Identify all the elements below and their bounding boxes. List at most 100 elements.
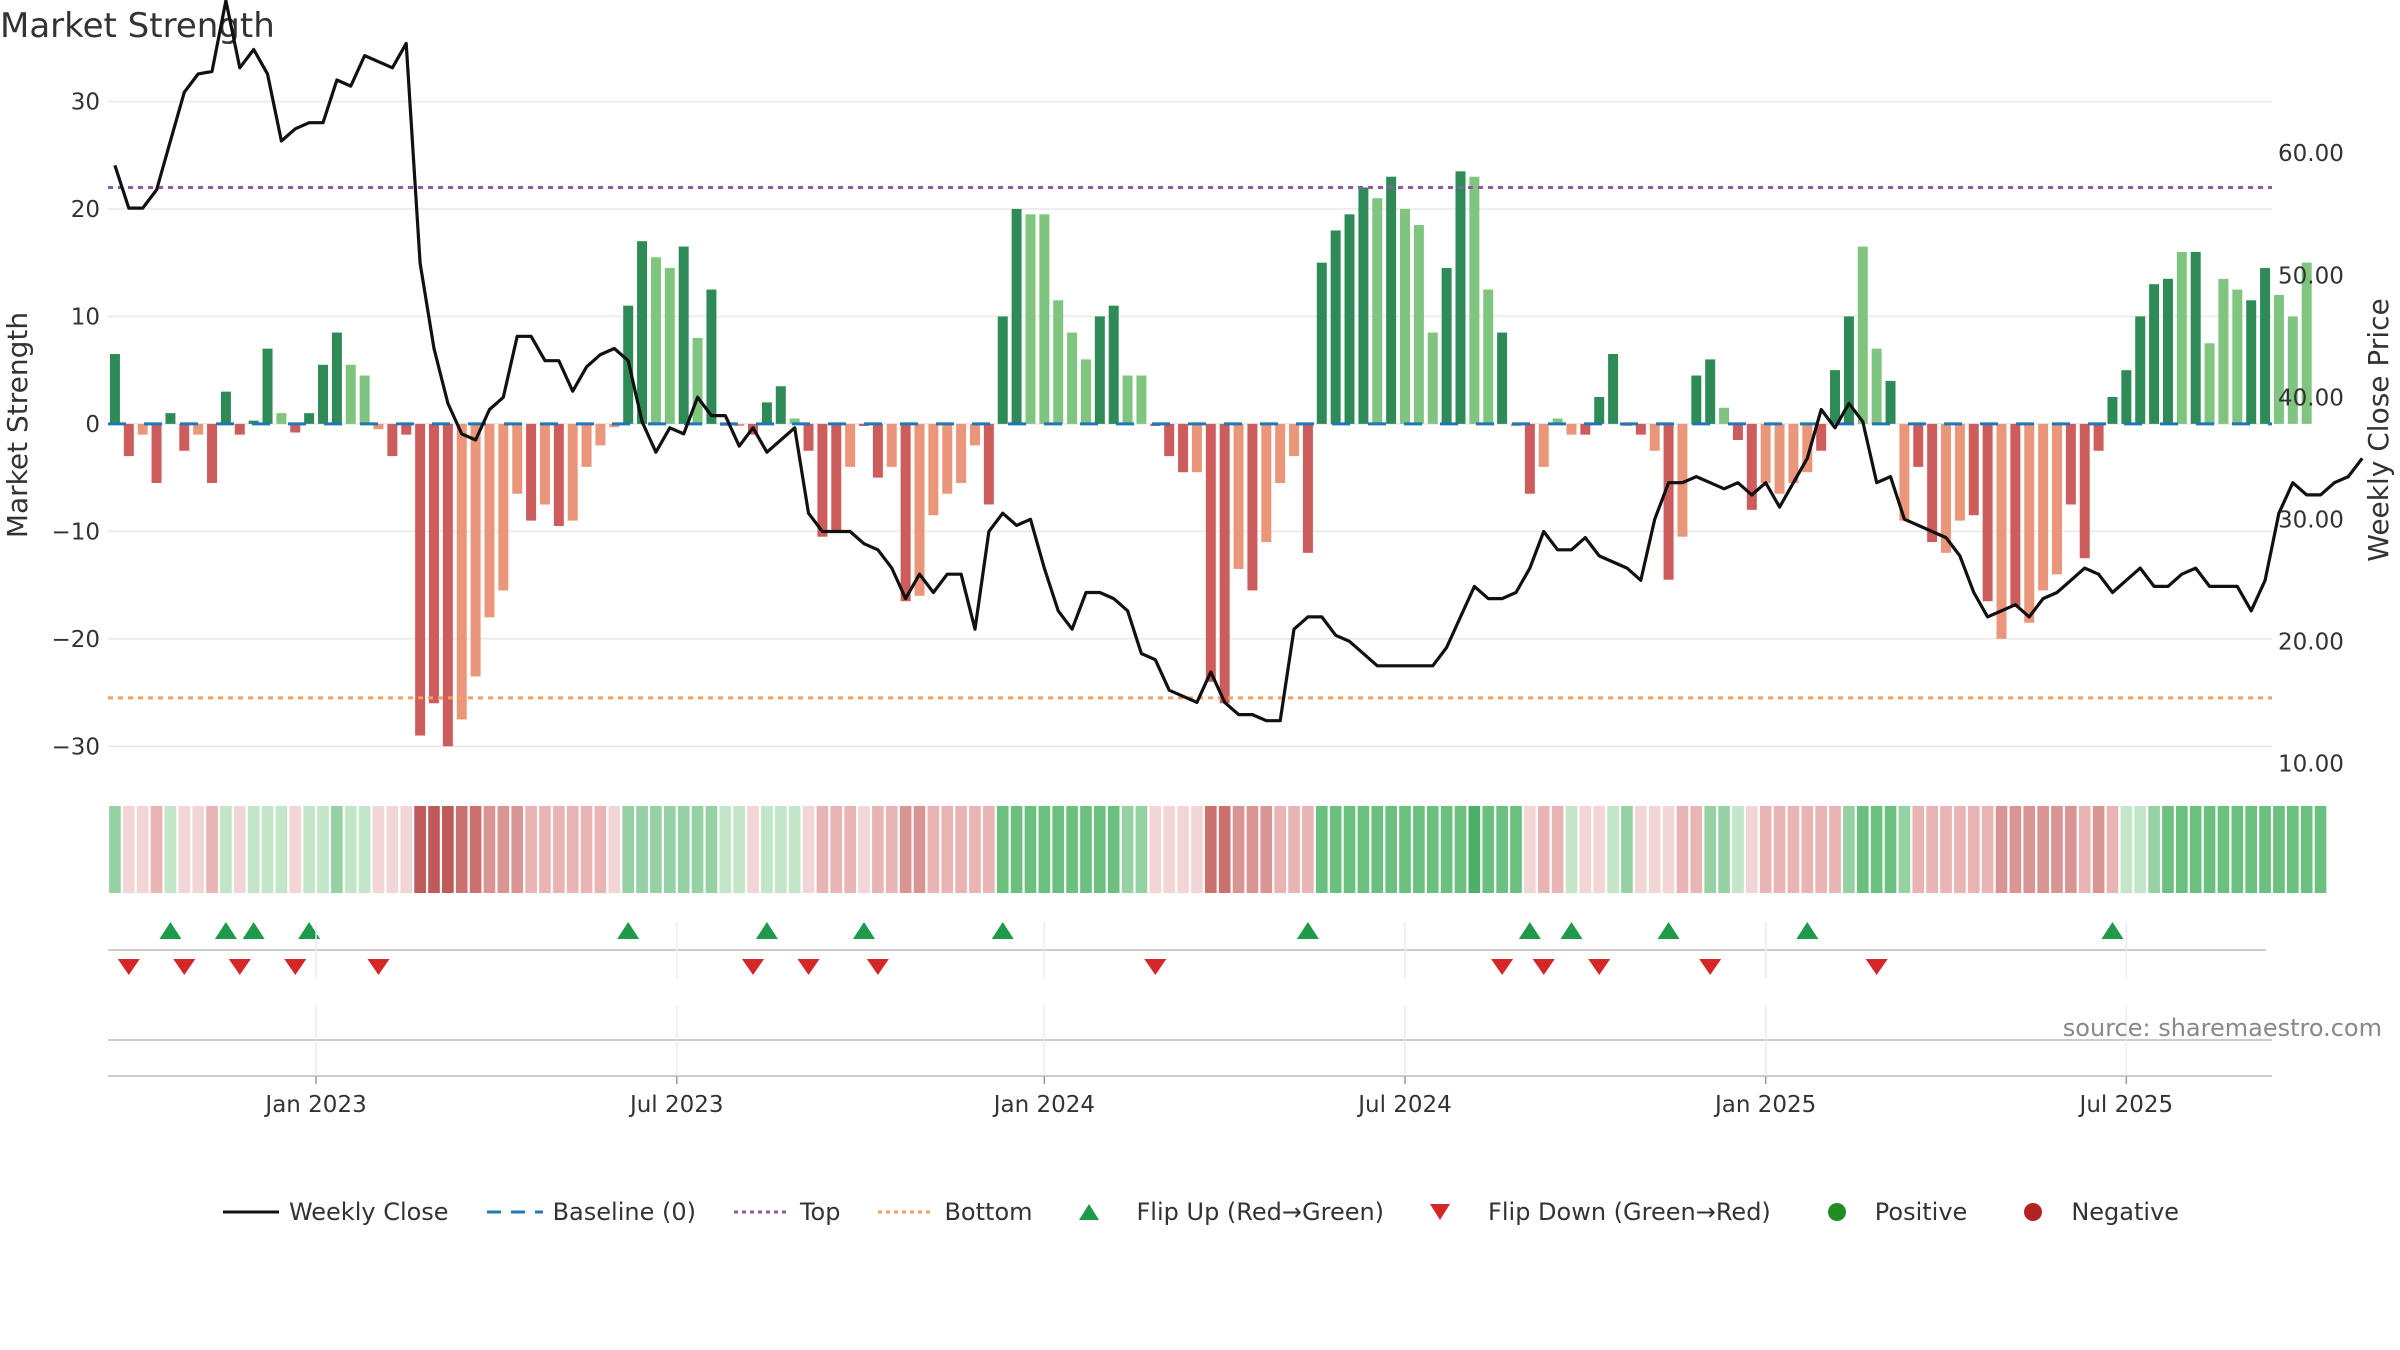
strength-bar (803, 423, 814, 451)
heat-cell (2176, 806, 2188, 893)
strength-bar (2079, 423, 2090, 559)
heat-cell (969, 806, 981, 893)
strength-bar (165, 413, 176, 424)
strength-bar (1178, 423, 1189, 473)
legend-item-weekly-close[interactable]: Weekly Close (221, 1198, 449, 1226)
strength-bar (1524, 423, 1535, 494)
heat-cell (1052, 806, 1065, 893)
heat-cell (1357, 806, 1370, 893)
legend-item-bottom[interactable]: Bottom (876, 1198, 1033, 1226)
strength-bar (1843, 316, 1854, 424)
flip-down-marker (284, 959, 307, 975)
legend-item-baseline[interactable]: Baseline (0) (485, 1198, 696, 1226)
heat-cell (941, 806, 954, 893)
heat-cell (1967, 806, 1980, 893)
strength-bar (2287, 316, 2298, 424)
y2-axis-ticks: 10.00 20.00 30.00 40.00 50.00 60.00 (2278, 141, 2344, 777)
heat-cell (622, 806, 635, 893)
flip-down-marker (367, 959, 390, 975)
heat-cell (1815, 806, 1827, 893)
flip-down-marker (1532, 959, 1555, 975)
heat-cell (580, 806, 593, 893)
heat-cell (442, 806, 454, 893)
strength-bar (401, 423, 412, 435)
strength-bar (595, 423, 606, 446)
x-tick-label: Jan 2024 (992, 1092, 1095, 1118)
heat-cell (1884, 806, 1897, 893)
heat-cell (913, 806, 926, 893)
heat-cell (289, 806, 302, 893)
strength-bar (775, 386, 786, 424)
heat-cell (331, 806, 343, 893)
strength-bar (1899, 423, 1910, 521)
x-tick-label: Jan 2025 (1713, 1092, 1816, 1118)
strength-bar (1871, 348, 1882, 424)
strength-bar (1455, 171, 1466, 424)
heat-cell (1399, 806, 1411, 893)
flip-up-marker (617, 922, 640, 939)
heat-cell (2259, 806, 2271, 893)
flip-markers (108, 922, 2266, 975)
strength-bar (1053, 300, 1064, 424)
heat-cell (539, 806, 551, 893)
strength-bar (983, 423, 994, 505)
flip-down-marker (797, 959, 820, 975)
legend-item-top[interactable]: Top (732, 1198, 840, 1226)
flip-down-triangle-icon (1430, 1204, 1451, 1220)
strength-bar (1635, 423, 1646, 435)
legend-item-flip-down[interactable]: Flip Down (Green→Red) (1420, 1198, 1771, 1226)
flip-down-marker (117, 959, 140, 975)
heat-cell (2148, 806, 2160, 893)
strength-bar (539, 423, 550, 505)
heat-cell (1426, 806, 1439, 893)
strength-bar (1358, 187, 1369, 424)
y2-tick-label: 40.00 (2278, 385, 2344, 411)
strength-bar (1552, 418, 1563, 424)
heat-cell (1565, 806, 1578, 893)
heat-cell (1107, 806, 1120, 893)
heat-cell (719, 806, 732, 893)
heat-cell (553, 806, 565, 893)
heat-cell (1288, 806, 1300, 893)
heat-cell (1246, 806, 1259, 893)
strength-bar (1302, 423, 1313, 553)
strength-bar (1760, 423, 1771, 483)
flip-up-marker (1518, 922, 1541, 939)
strength-bar (1400, 208, 1411, 424)
strength-bar (1705, 359, 1716, 424)
heat-cell (1732, 806, 1744, 893)
heat-cell (1468, 806, 1481, 893)
flip-up-marker (755, 922, 778, 939)
heat-cell (178, 806, 191, 893)
legend-label-weekly-close: Weekly Close (288, 1198, 449, 1226)
heat-cell (428, 806, 440, 893)
legend-item-flip-up[interactable]: Flip Up (Red→Green) (1069, 1198, 1384, 1226)
strength-bar (2135, 316, 2146, 424)
strength-bar (234, 423, 245, 435)
heat-cell (1163, 806, 1176, 893)
heat-cell (2286, 806, 2299, 893)
strength-bar (817, 423, 828, 537)
strength-bar (1067, 332, 1078, 424)
strength-bar (2010, 423, 2021, 607)
legend-item-negative[interactable]: Negative (2003, 1198, 2179, 1226)
y-tick-label: 10 (71, 304, 100, 330)
strength-bar (1996, 423, 2007, 639)
flip-up-marker (991, 922, 1014, 939)
heat-cell (1135, 806, 1148, 893)
strength-bar (567, 423, 578, 521)
strength-bar (1413, 225, 1424, 424)
strength-bar (637, 241, 648, 424)
strength-bar (1968, 423, 1979, 516)
strength-bar (220, 391, 231, 424)
heat-cell (983, 806, 995, 893)
y-tick-label: −20 (51, 627, 100, 653)
legend-label-bottom: Bottom (944, 1198, 1033, 1226)
heat-cell (733, 806, 745, 893)
strength-bar (262, 348, 273, 424)
heat-cell (511, 806, 524, 893)
legend-item-positive[interactable]: Positive (1807, 1198, 1967, 1226)
y2-tick-label: 30.00 (2278, 507, 2344, 533)
heat-cell (650, 806, 662, 893)
strength-bar (1691, 375, 1702, 424)
